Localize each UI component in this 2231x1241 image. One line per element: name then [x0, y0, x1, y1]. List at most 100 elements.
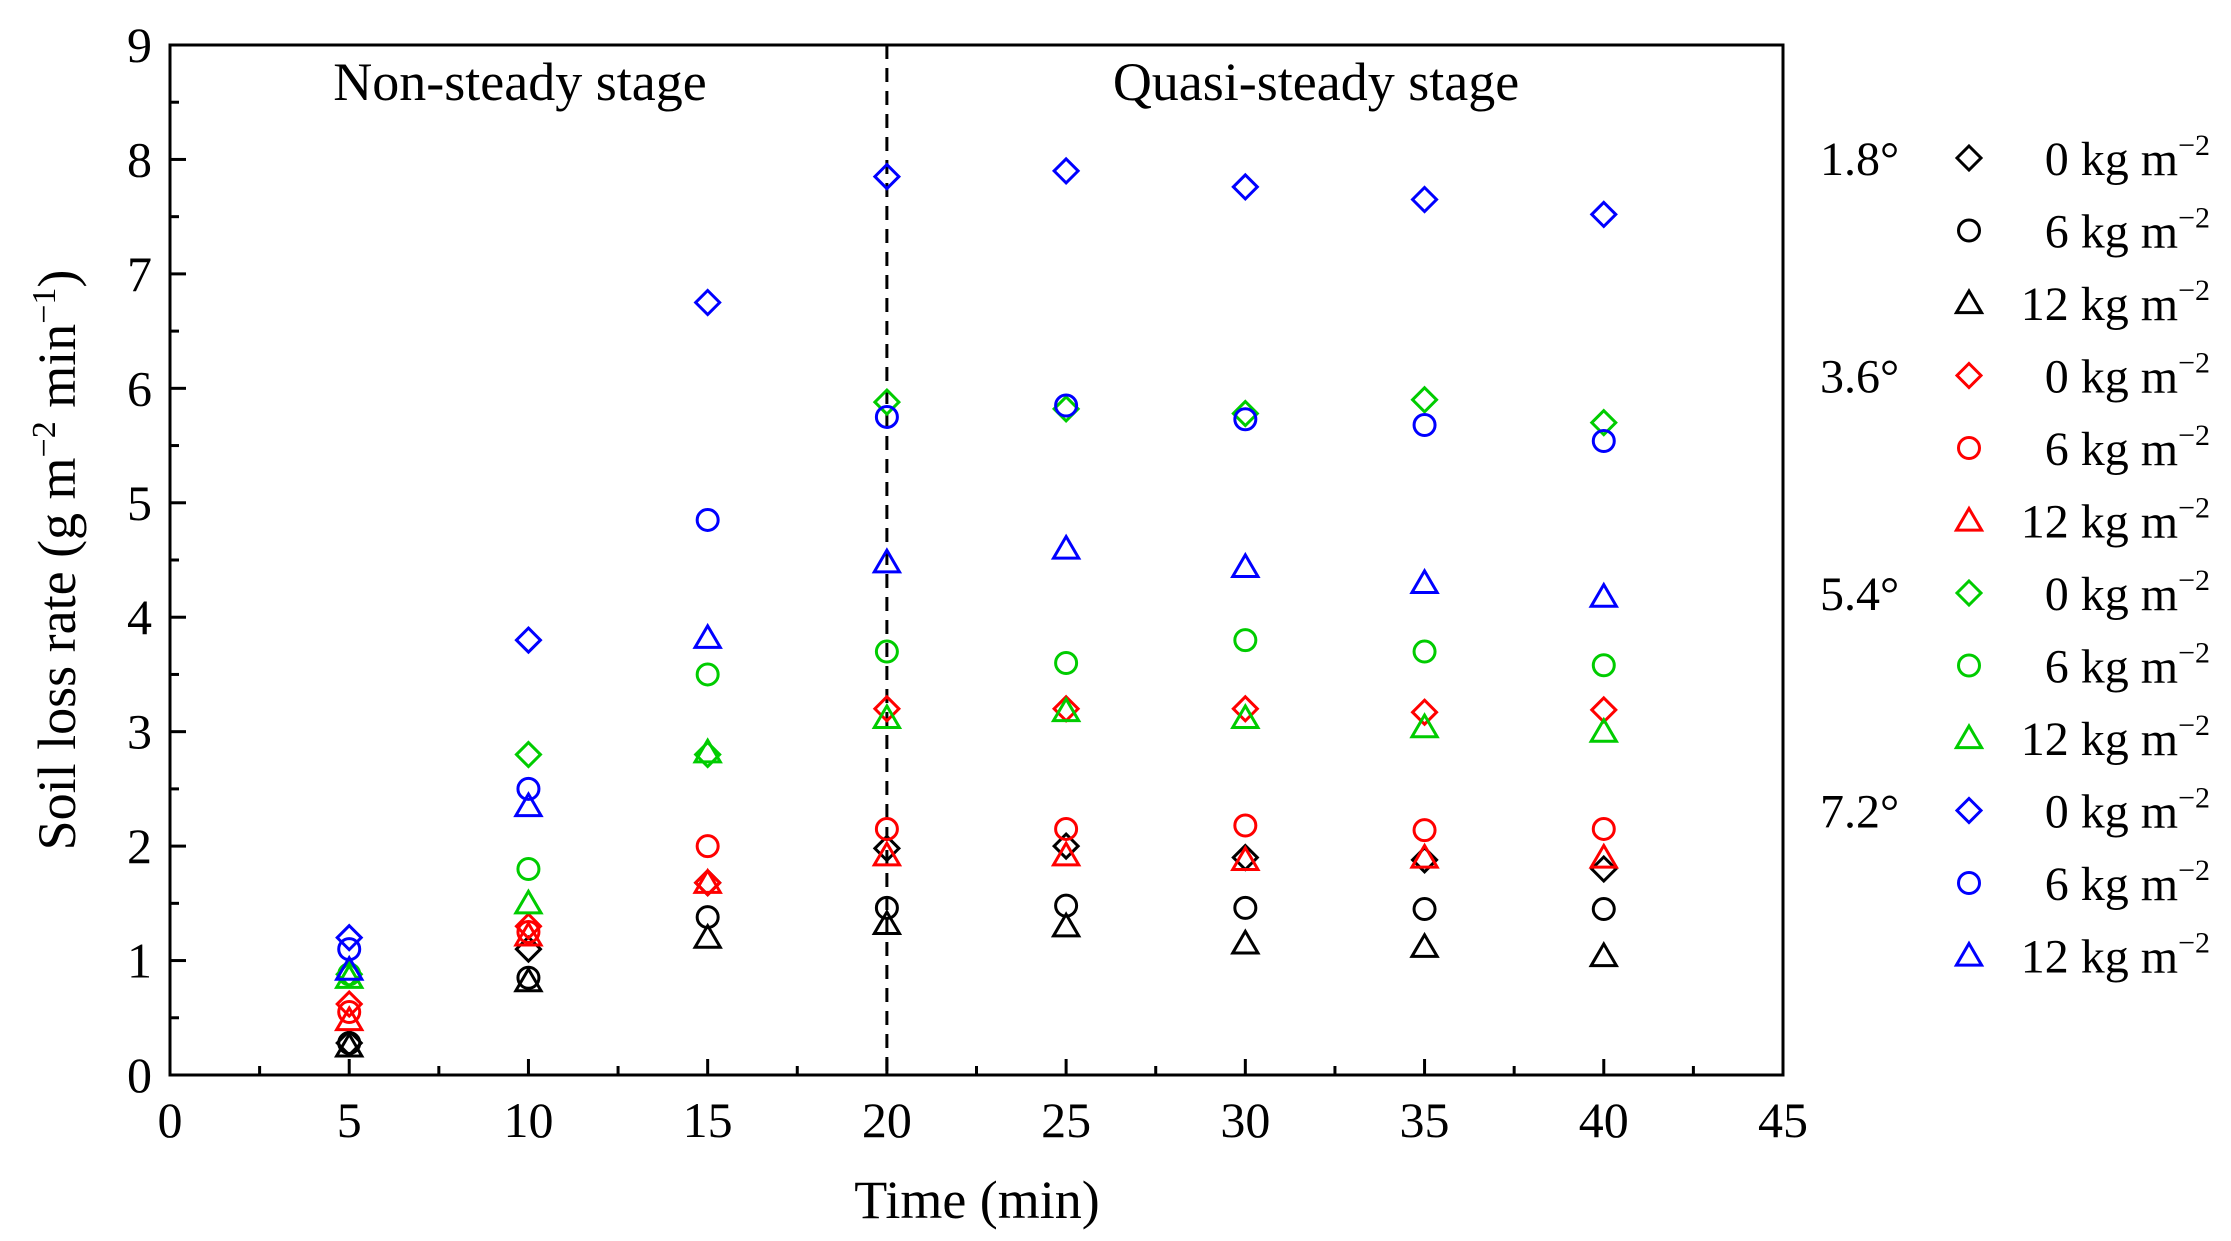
x-tick-label: 40 [1579, 1092, 1629, 1148]
x-tick-label: 0 [158, 1092, 183, 1148]
legend-entry-superscript: −2 [2178, 129, 2210, 162]
stage-label-quasi-steady: Quasi-steady stage [1113, 52, 1519, 112]
y-axis-label-end: ) [27, 270, 87, 288]
data-point-triangle [513, 888, 544, 915]
data-point-circle [516, 776, 541, 801]
x-tick-label: 45 [1758, 1092, 1808, 1148]
data-point-diamond [872, 694, 902, 723]
data-point-triangle [513, 920, 544, 947]
x-tick-label: 5 [337, 1092, 362, 1148]
data-point-circle [1233, 895, 1258, 920]
data-point-circle [695, 507, 720, 532]
legend-entry-superscript: −2 [2178, 854, 2210, 887]
legend-marker-triangle [1953, 288, 1985, 315]
legend-entry-label: 6 kg m−2 [2045, 854, 2210, 911]
data-point-triangle [1230, 928, 1261, 955]
data-point-diamond [1231, 694, 1260, 723]
legend-entry-label: 0 kg m−2 [2045, 564, 2210, 621]
axis-ticks [168, 43, 1785, 1077]
data-point-triangle [334, 1005, 365, 1032]
data-point-diamond [1410, 698, 1439, 727]
data-point-triangle [1409, 842, 1440, 869]
data-point-diamond [514, 625, 543, 655]
legend-entry-superscript: −2 [2178, 564, 2210, 597]
y-axis-label-sup2: −1 [26, 288, 63, 324]
data-point-triangle [1409, 931, 1440, 958]
legend-entry-superscript: −2 [2178, 709, 2210, 742]
legend-entry-superscript: −2 [2178, 202, 2210, 235]
legend-marker-circle [1957, 653, 1981, 678]
data-point-diamond [1410, 845, 1439, 874]
legend-entry-superscript: −2 [2178, 347, 2210, 380]
x-tick-label: 25 [1041, 1092, 1091, 1148]
data-point-circle [1591, 428, 1616, 453]
y-tick-labels: 0 1 2 3 4 5 6 7 8 9 [127, 17, 152, 1103]
legend-marker-circle [1957, 871, 1981, 895]
legend-entry-superscript: −2 [2178, 637, 2210, 670]
data-point-diamond [1410, 185, 1439, 214]
legend-entry-label: 12 kg m−2 [2021, 274, 2210, 331]
legend-entry-label: 12 kg m−2 [2021, 709, 2210, 766]
x-tick-label: 30 [1220, 1092, 1270, 1148]
legend-entry-text: 0 kg m [2045, 786, 2178, 839]
data-point-circle [1054, 816, 1079, 841]
data-point-circle [1233, 407, 1258, 432]
legend-entry-text: 0 kg m [2045, 568, 2178, 621]
stage-label-non-steady: Non-steady stage [333, 52, 706, 112]
legend: 1.8° 0 kg m−26 kg m−212 kg m−23.6° 0 kg m−… [1820, 129, 2210, 984]
legend-entry-text: 12 kg m [2021, 931, 2178, 984]
data-point-circle [1233, 813, 1258, 838]
data-point-diamond [1589, 408, 1618, 437]
legend-entry-superscript: −2 [2178, 274, 2210, 307]
legend-entry-text: 6 kg m [2045, 206, 2178, 259]
y-axis-label-sup1: −2 [26, 421, 63, 457]
legend-entry-label: 0 kg m−2 [2045, 129, 2210, 186]
data-point-triangle [692, 867, 723, 894]
data-point-circle [874, 816, 899, 841]
y-tick-label: 6 [127, 360, 152, 416]
data-point-diamond [1051, 394, 1081, 424]
y-tick-label: 9 [127, 17, 152, 73]
x-tick-label: 10 [503, 1092, 553, 1148]
data-point-triangle [1230, 844, 1261, 871]
y-tick-label: 3 [127, 704, 152, 760]
y-tick-label: 0 [127, 1047, 152, 1103]
legend-entry-label: 12 kg m−2 [2021, 492, 2210, 549]
legend-marker-circle [1957, 436, 1981, 460]
data-point-triangle [513, 791, 544, 818]
legend-slope-label: 3.6° [1820, 351, 1899, 404]
data-point-triangle [1409, 712, 1440, 739]
data-point-triangle [692, 622, 723, 649]
legend-entry-label: 6 kg m−2 [2045, 419, 2210, 476]
y-tick-label: 4 [127, 589, 152, 645]
data-point-circle [1054, 651, 1079, 675]
data-point-circle [1412, 818, 1437, 843]
legend-entry-label: 12 kg m−2 [2021, 927, 2210, 984]
legend-entry-superscript: −2 [2178, 419, 2210, 452]
legend-entry-label: 0 kg m−2 [2045, 347, 2210, 404]
data-point-diamond [1051, 831, 1081, 861]
data-point-triangle [871, 702, 903, 730]
data-point-triangle [1230, 551, 1261, 578]
data-point-triangle [692, 922, 723, 949]
data-point-circle [874, 639, 899, 664]
data-point-triangle [1409, 567, 1440, 594]
data-point-triangle [871, 840, 903, 867]
data-point-circle [1591, 897, 1616, 922]
y-axis-label: Soil loss rate (g m−2 min−1) [26, 270, 87, 851]
data-point-circle [1412, 639, 1437, 664]
data-point-triangle [1588, 581, 1619, 608]
data-point-triangle [871, 547, 903, 574]
legend-marker-triangle [1953, 723, 1985, 750]
x-tick-label: 20 [862, 1092, 912, 1148]
data-point-triangle [334, 954, 365, 981]
data-point-circle [337, 1000, 362, 1025]
data-point-triangle [692, 737, 723, 764]
data-point-diamond [872, 162, 902, 191]
legend-entry-text: 0 kg m [2045, 133, 2178, 186]
data-point-circle [1054, 393, 1079, 418]
data-point-triangle [1050, 533, 1082, 560]
x-tick-label: 15 [683, 1092, 733, 1148]
data-point-diamond [1051, 156, 1081, 186]
